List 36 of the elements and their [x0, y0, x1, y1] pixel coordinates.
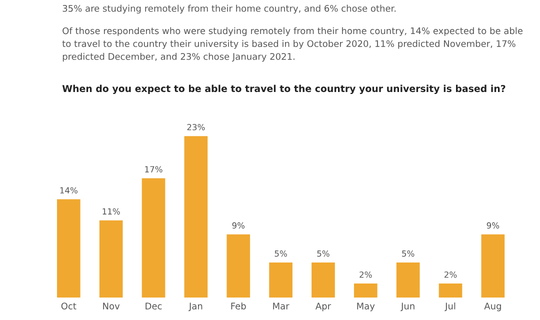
x-tick-label: Jun — [400, 302, 414, 312]
bar — [438, 284, 462, 298]
x-tick-label: Aug — [484, 302, 501, 312]
bar — [184, 136, 208, 298]
x-tick-label: May — [357, 302, 375, 312]
data-label: 11% — [102, 208, 120, 215]
data-label: 17% — [145, 166, 162, 172]
chart-subtitle: Of those respondents who were studying remotely from their home country, 14% expected to be able to travel to the country their university is based in by October 2020, 11% predicted November, 17% predicted December, and 23% chose January 2021. — [62, 27, 523, 62]
bar — [312, 262, 335, 298]
x-tick-label: Nov — [103, 302, 120, 310]
x-tick-label: Jul — [444, 302, 456, 312]
bar — [226, 234, 250, 298]
x-tick-label: Mar — [273, 302, 290, 310]
data-label: 5% — [317, 250, 330, 257]
bar — [481, 234, 505, 298]
bar — [354, 284, 378, 298]
bar — [99, 220, 123, 298]
x-tick-label: Feb — [231, 302, 246, 310]
bar — [396, 262, 420, 298]
data-label: 2% — [360, 271, 372, 278]
text: 35% are studying remotely from their home country, and 6% chose other. — [62, 4, 396, 14]
chart-title: When do you expect to be able to travel to the country your university is based in? — [62, 84, 506, 94]
data-label: 14% — [60, 187, 78, 194]
bar — [269, 262, 292, 298]
data-label: 9% — [486, 222, 500, 229]
data-label: 5% — [274, 250, 287, 257]
data-label: 23% — [187, 124, 205, 130]
x-tick-label: Dec — [146, 302, 162, 310]
data-label: 2% — [444, 271, 457, 278]
x-tick-label: Jan — [188, 302, 202, 312]
bar — [142, 178, 166, 298]
data-label: 5% — [402, 250, 414, 257]
x-tick-label: Oct — [61, 302, 76, 310]
x-tick-label: Apr — [315, 302, 332, 312]
bar — [56, 199, 80, 298]
data-label: 9% — [232, 222, 245, 229]
